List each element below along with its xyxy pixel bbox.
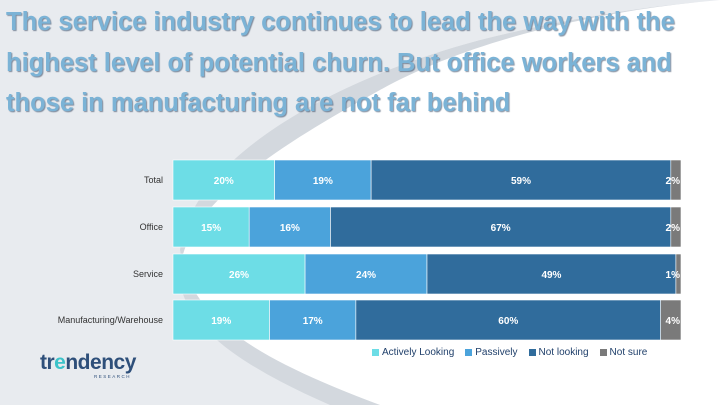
legend-label-not-looking: Not looking (538, 347, 589, 358)
category-label-service: Service (133, 269, 163, 279)
value-label-total-actively-looking: 20% (214, 176, 234, 187)
value-label-total-passively: 19% (313, 176, 333, 187)
legend-label-actively-looking: Actively Looking (382, 347, 455, 358)
logo-wordmark: trendency (40, 351, 136, 374)
value-label-total-not-sure: 2% (666, 176, 681, 187)
value-label-service-actively-looking: 26% (229, 270, 249, 281)
legend-label-passively: Passively (475, 347, 518, 358)
legend-label-not-sure: Not sure (609, 347, 648, 358)
stacked-bar-chart: Total 20% 19% 59% 2% Office 15% 16% 67% 2% Service… (58, 159, 682, 341)
legend-item-actively-looking: Actively Looking (372, 347, 454, 358)
value-label-office-not-looking: 67% (491, 223, 511, 234)
bar-office-not-looking (330, 206, 672, 248)
bar-manufacturing-warehouse-not-sure (660, 299, 682, 341)
bar-manufacturing-warehouse-actively-looking (172, 299, 270, 341)
bar-office-passively (248, 206, 331, 248)
bar-manufacturing-warehouse-not-looking (355, 299, 661, 341)
slide-title: The service industry continues to lead t… (6, 8, 675, 117)
value-label-manufacturing-warehouse-passively: 17% (303, 316, 323, 327)
category-label-total: Total (144, 175, 163, 185)
value-label-manufacturing-warehouse-not-sure: 4% (666, 316, 681, 327)
value-label-office-not-sure: 2% (666, 223, 681, 234)
value-label-service-passively: 24% (356, 270, 376, 281)
value-label-service-not-looking: 49% (541, 270, 561, 281)
bar-total-not-looking (370, 159, 672, 201)
value-label-service-not-sure: 1% (666, 270, 681, 281)
legend-item-not-sure: Not sure (599, 347, 648, 358)
logo-subtext: RESEARCH (94, 374, 132, 379)
bar-total-not-sure (670, 159, 682, 201)
trendency-logo: trendency RESEARCH (40, 352, 150, 392)
legend-swatch-passively (465, 349, 473, 356)
bar-total-actively-looking (172, 159, 275, 201)
bar-manufacturing-warehouse-passively (269, 299, 357, 341)
legend-swatch-not-sure (599, 349, 607, 356)
category-label-manufacturing-warehouse: Manufacturing/Warehouse (58, 315, 163, 325)
legend-swatch-actively-looking (372, 349, 379, 356)
chart-legend: Actively Looking Passively Not looking Not … (372, 347, 647, 358)
bar-total-passively (274, 159, 372, 201)
bar-service-passively (304, 253, 428, 295)
value-label-office-actively-looking: 15% (201, 223, 221, 234)
legend-item-passively: Passively (465, 347, 518, 358)
bar-service-actively-looking (172, 253, 306, 295)
legend-swatch-not-looking (528, 349, 536, 356)
category-label-office: Office (140, 222, 163, 232)
bar-office-actively-looking (172, 206, 250, 248)
value-label-manufacturing-warehouse-not-looking: 60% (498, 316, 518, 327)
value-label-office-passively: 16% (280, 223, 300, 234)
bar-service-not-sure (675, 253, 682, 295)
bar-service-not-looking (426, 253, 677, 295)
value-label-total-not-looking: 59% (511, 176, 531, 187)
legend-item-not-looking: Not looking (528, 347, 589, 358)
bar-office-not-sure (670, 206, 682, 248)
value-label-manufacturing-warehouse-actively-looking: 19% (211, 316, 231, 327)
